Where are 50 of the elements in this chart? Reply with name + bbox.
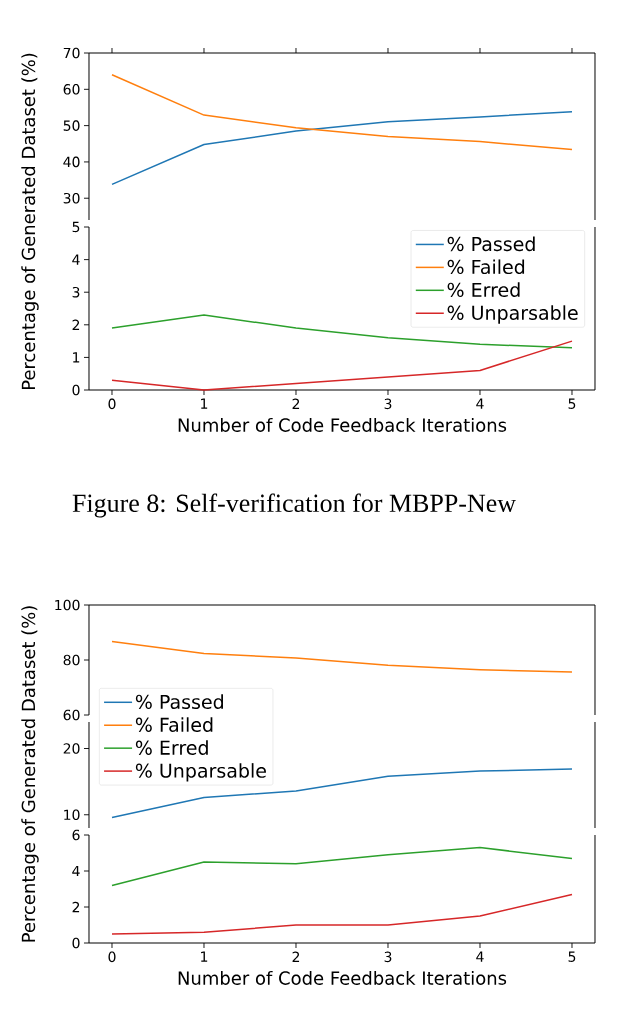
legend-label: % Unparsable xyxy=(135,763,266,782)
y-tick-label: 70 xyxy=(63,47,80,59)
y-tick-label: 50 xyxy=(63,120,80,131)
x-tick-label: 0 xyxy=(108,951,116,963)
x-tick-label: 2 xyxy=(292,951,300,962)
y-tick-label: 30 xyxy=(63,192,80,204)
caption: Figure 8: Self-verification for MBPP-New xyxy=(72,493,516,518)
x-tick-label: 3 xyxy=(384,398,392,410)
y-tick-label: 2 xyxy=(72,319,80,330)
x-tick-label: 5 xyxy=(568,951,576,962)
x-tick-label: 4 xyxy=(476,951,484,962)
legend-label: % Erred xyxy=(447,282,520,298)
y-tick-label: 0 xyxy=(72,384,80,396)
x-tick-label: 0 xyxy=(108,398,116,410)
y-tick-label: 100 xyxy=(55,599,80,611)
x-tick-label: 3 xyxy=(384,951,392,963)
legend-label: % Passed xyxy=(135,694,223,710)
y-tick-label: 80 xyxy=(63,654,80,666)
y-axis-title: Percentage of Generated Dataset (%) xyxy=(21,53,39,390)
y-tick-label: 2 xyxy=(72,901,80,913)
legend-label: % Erred xyxy=(135,740,208,755)
y-tick-label: 3 xyxy=(72,286,80,298)
legend-label: % Failed xyxy=(447,259,525,275)
y-tick-label: 5 xyxy=(72,221,80,233)
x-tick-label: 2 xyxy=(292,398,300,409)
x-axis-title: Number of Code Feedback Iterations xyxy=(178,417,507,432)
y-tick-label: 4 xyxy=(72,865,80,877)
y-tick-label: 40 xyxy=(63,156,80,168)
y-tick-label: 20 xyxy=(63,743,80,754)
y-tick-label: 60 xyxy=(63,709,80,721)
y-tick-label: 4 xyxy=(72,254,80,265)
y-tick-label: 1 xyxy=(73,352,80,363)
x-tick-label: 1 xyxy=(201,951,208,962)
y-tick-label: 10 xyxy=(64,809,80,821)
line-series xyxy=(111,846,573,887)
x-tick-label: 1 xyxy=(201,398,208,409)
y-tick-label: 6 xyxy=(72,829,80,841)
legend-label: % Passed xyxy=(447,236,535,252)
line-series xyxy=(111,640,573,673)
x-axis-title: Number of Code Feedback Iterations xyxy=(178,970,507,985)
y-tick-label: 60 xyxy=(63,84,80,95)
y-tick-label: 0 xyxy=(72,937,80,949)
legend-label: % Unparsable xyxy=(447,305,578,324)
x-tick-label: 4 xyxy=(476,398,484,409)
y-axis-title: Percentage of Generated Dataset (%) xyxy=(21,606,39,942)
line-series xyxy=(111,893,573,935)
line-series xyxy=(111,74,573,151)
x-tick-label: 5 xyxy=(568,398,576,409)
line-series xyxy=(111,111,573,186)
legend-label: % Failed xyxy=(135,717,213,732)
